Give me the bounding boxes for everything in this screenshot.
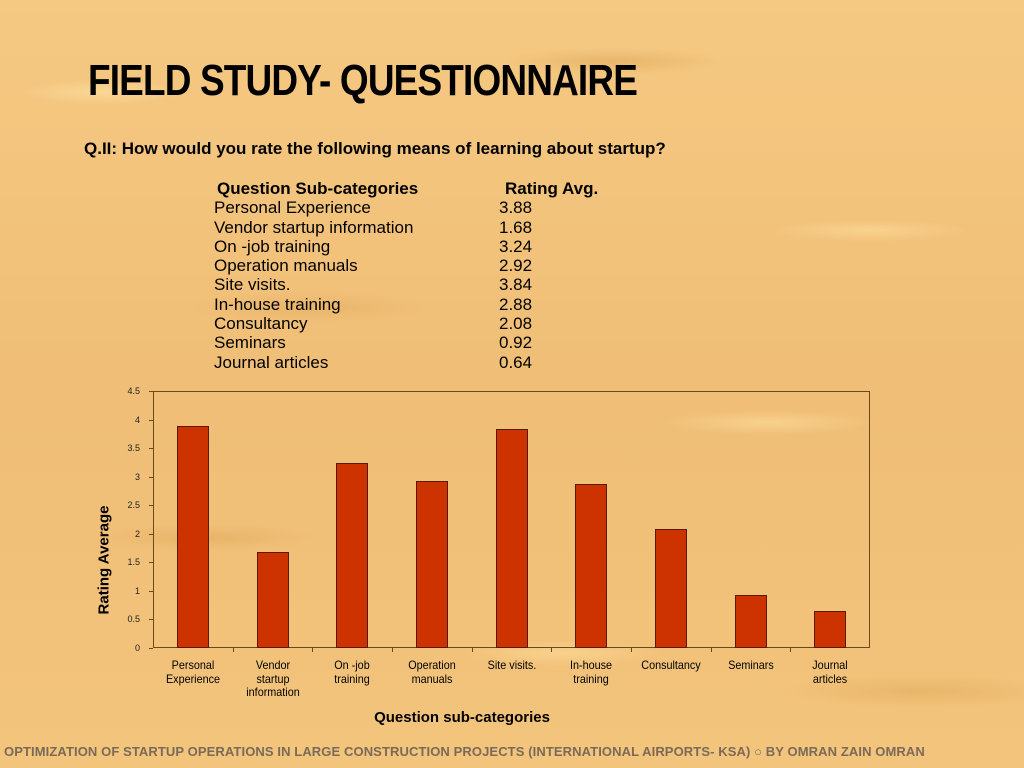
x-tick-label: Personal Experience xyxy=(165,658,220,686)
y-tick-label: 1 xyxy=(134,585,140,596)
y-tick-mark xyxy=(149,391,153,392)
y-tick-label: 0.5 xyxy=(127,614,140,625)
y-tick-mark xyxy=(149,505,153,507)
y-tick-label: 2.5 xyxy=(127,500,140,511)
x-tick-label: Vendor startup information xyxy=(245,658,300,699)
bar xyxy=(415,481,448,648)
row-value: 2.88 xyxy=(499,294,533,314)
bar xyxy=(575,483,608,648)
table-row: Seminars 0.92 xyxy=(214,333,622,352)
y-tick-mark xyxy=(149,448,153,450)
y-axis-title: Rating Average xyxy=(95,505,113,615)
row-value: 2.92 xyxy=(499,256,533,276)
row-category: In-house training xyxy=(214,294,341,314)
y-tick-mark xyxy=(149,619,153,621)
x-tick-mark xyxy=(232,648,234,652)
x-tick-label: Consultancy xyxy=(641,658,701,672)
x-axis-title: Question sub-categories xyxy=(374,709,550,726)
row-value: 1.68 xyxy=(499,217,533,237)
y-tick-label: 4.5 xyxy=(127,386,140,396)
row-value: 3.88 xyxy=(499,198,533,218)
row-value: 3.84 xyxy=(499,275,533,295)
bar xyxy=(734,595,767,648)
y-tick-label: 3 xyxy=(134,471,140,482)
x-tick-mark xyxy=(312,648,314,652)
x-tick-label: On -job training xyxy=(334,658,370,686)
table-row: Journal articles 0.64 xyxy=(214,353,622,372)
y-tick-mark xyxy=(149,590,153,592)
y-tick-mark xyxy=(149,648,153,649)
table-row: Personal Experience 3.88 xyxy=(214,198,622,217)
bar xyxy=(176,426,209,648)
row-category: Site visits. xyxy=(214,275,291,295)
y-tick-label: 4 xyxy=(134,414,140,425)
x-tick-mark xyxy=(790,648,792,652)
footer-text: OPTIMIZATION OF STARTUP OPERATIONS IN LA… xyxy=(4,744,925,759)
bar xyxy=(814,611,847,648)
x-tick-mark xyxy=(392,648,393,652)
ratings-table: Question Sub-categories Rating Avg. Pers… xyxy=(214,179,622,372)
x-tick-label: Site visits. xyxy=(487,658,536,672)
y-tick-label: 1.5 xyxy=(127,557,140,568)
row-category: Journal articles xyxy=(214,352,329,372)
table-row: Consultancy 2.08 xyxy=(214,314,622,333)
table-row: In-house training 2.88 xyxy=(214,295,622,314)
row-category: Operation manuals xyxy=(214,256,358,276)
bar xyxy=(256,552,289,648)
row-value: 0.92 xyxy=(499,333,533,353)
row-value: 2.08 xyxy=(499,314,533,334)
row-category: Seminars xyxy=(214,333,286,353)
bar xyxy=(336,462,369,648)
y-tick-mark xyxy=(149,562,153,564)
y-tick-label: 0 xyxy=(134,643,140,653)
row-category: Personal Experience xyxy=(214,198,371,218)
row-value: 0.64 xyxy=(499,352,533,372)
table-row: Operation manuals 2.92 xyxy=(214,256,622,275)
bar xyxy=(654,529,687,648)
table-row: Vendor startup information 1.68 xyxy=(214,218,622,237)
table-header: Question Sub-categories Rating Avg. xyxy=(214,179,622,198)
x-tick-label: Seminars xyxy=(727,658,774,672)
x-tick-mark xyxy=(710,648,712,652)
x-tick-label: Journal articles xyxy=(812,658,848,686)
x-tick-mark xyxy=(471,648,473,652)
table-row: Site visits. 3.84 xyxy=(214,275,622,294)
header-value: Rating Avg. xyxy=(505,179,599,198)
row-category: On -job training xyxy=(214,236,331,256)
x-tick-mark xyxy=(551,648,553,652)
row-value: 3.24 xyxy=(499,236,533,256)
x-tick-mark xyxy=(631,648,632,652)
slide-title: FIELD STUDY- QUESTIONNAIRE xyxy=(88,56,638,105)
table-row: On -job training 3.24 xyxy=(214,237,622,256)
y-tick-mark xyxy=(149,476,153,478)
header-category: Question Sub-categories xyxy=(217,179,419,198)
bar xyxy=(495,428,528,648)
question-text: Q.II: How would you rate the following m… xyxy=(84,139,666,158)
x-tick-label: In-house training xyxy=(570,658,613,686)
row-category: Vendor startup information xyxy=(214,217,414,237)
y-tick-label: 2 xyxy=(134,528,140,539)
y-tick-label: 3.5 xyxy=(127,443,140,454)
row-category: Consultancy xyxy=(214,314,308,334)
x-tick-label: Operation manuals xyxy=(408,658,456,686)
y-tick-mark xyxy=(149,533,153,535)
y-tick-mark xyxy=(149,419,153,421)
